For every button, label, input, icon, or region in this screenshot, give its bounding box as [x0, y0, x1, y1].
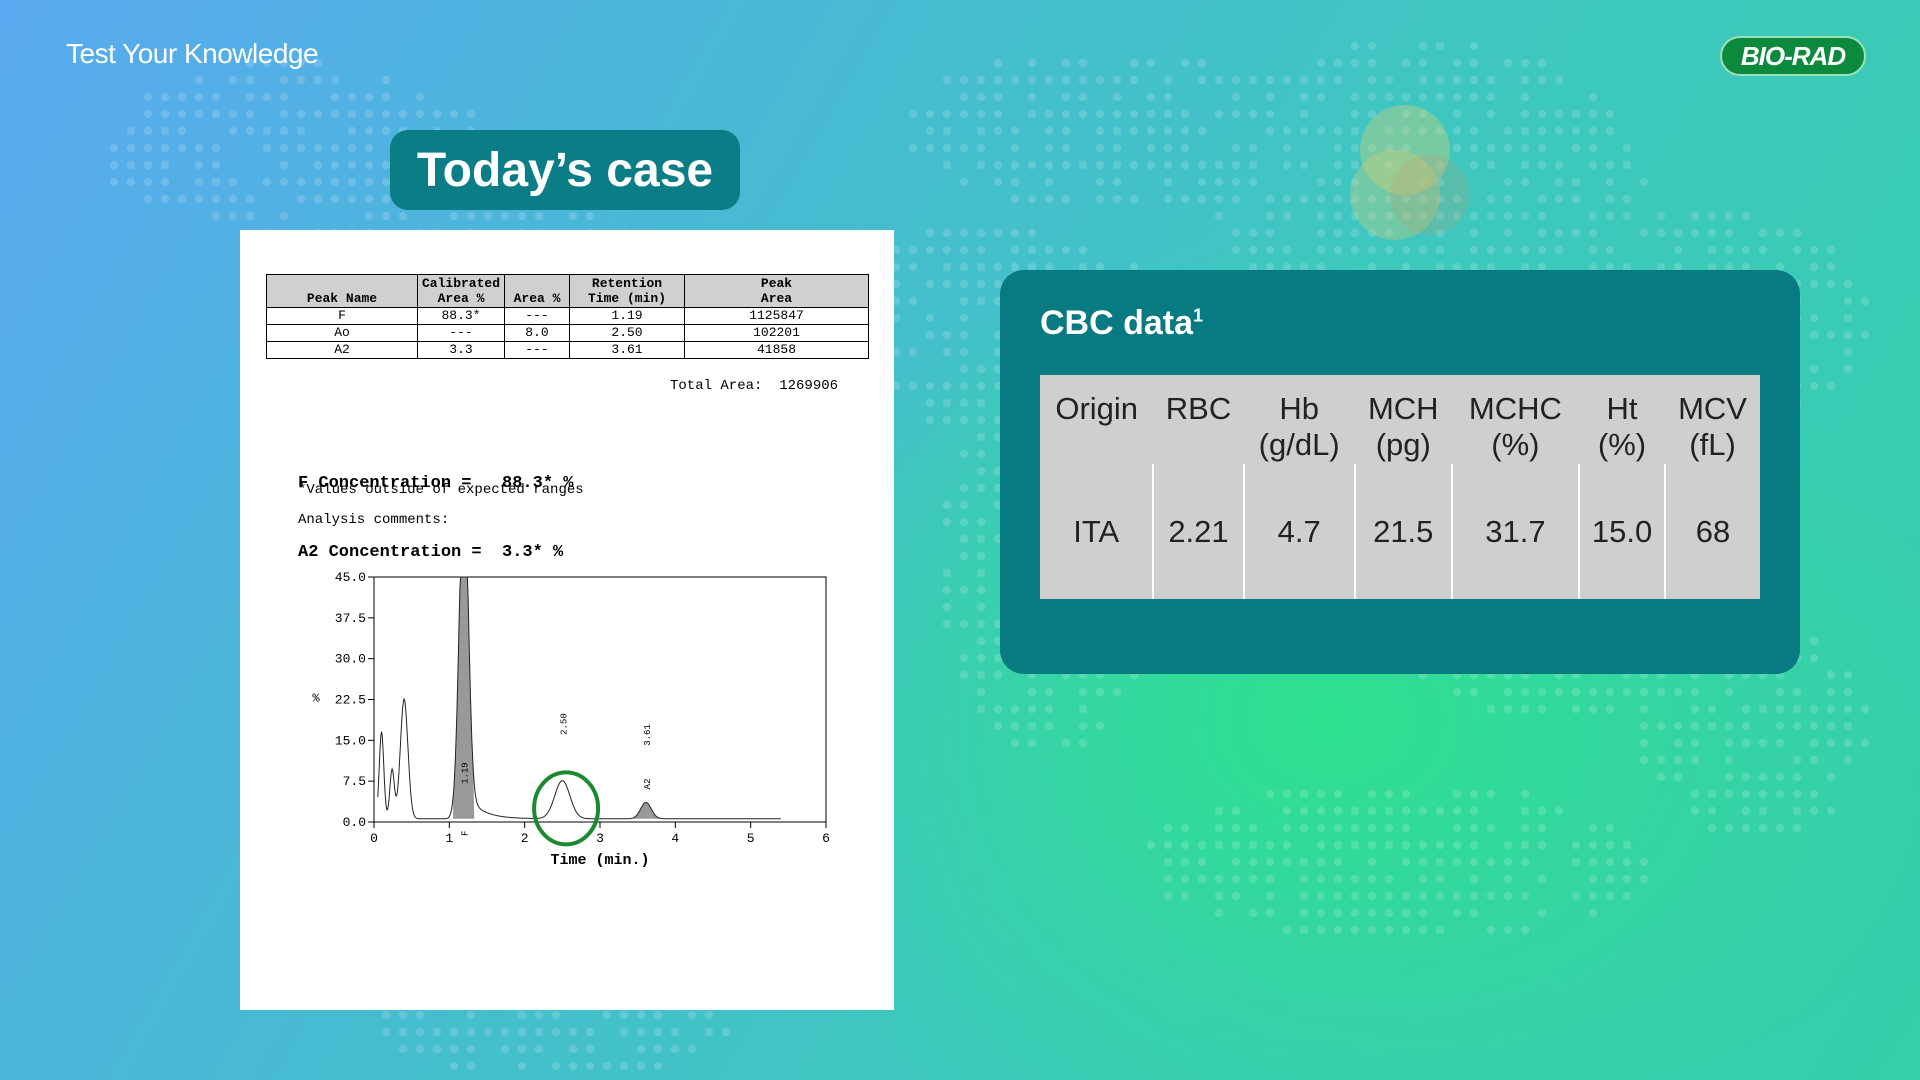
y-axis-label: %	[312, 692, 320, 706]
cbc-value-origin: ITA	[1073, 513, 1120, 549]
cell: 1.19	[569, 307, 685, 325]
col-retention-time: Retention Time (min)	[569, 274, 685, 308]
x-tick-label: 2	[521, 831, 529, 846]
cbc-header-mchc: MCHC (%)	[1468, 391, 1562, 462]
cell: ---	[417, 324, 505, 342]
peak-table: Peak Name Calibrated Area % Area % Retent…	[266, 274, 869, 359]
table-row: A2 3.3 --- 3.61 41858	[266, 341, 869, 359]
y-tick-label: 0.0	[343, 815, 366, 830]
table-row: F 88.3* --- 1.19 1125847	[266, 307, 869, 325]
plot-area	[373, 576, 827, 823]
range-note: *Values outside of expected ranges	[298, 482, 584, 498]
cbc-header-mch: MCH (pg)	[1367, 391, 1439, 462]
cell: 3.3	[417, 341, 505, 359]
cbc-value-ht: 15.0	[1577, 464, 1666, 599]
y-tick-label: 15.0	[335, 733, 366, 748]
cbc-header-hb: Hb (g/dL)	[1258, 391, 1340, 462]
col-peak-name: Peak Name	[266, 274, 418, 308]
cbc-value-rbc: 2.21	[1152, 464, 1244, 599]
cbc-value-mchc: 31.7	[1450, 464, 1579, 599]
col-calibrated-area: Calibrated Area %	[417, 274, 505, 308]
y-tick-label: 30.0	[335, 652, 366, 667]
col-area: Area %	[504, 274, 570, 308]
x-axis-label: Time (min.)	[550, 852, 649, 869]
cbc-header-ht: Ht (%)	[1597, 391, 1647, 462]
cbc-header-row: Origin RBC Hb (g/dL) MCH (pg) MCHC (%) Ht (%…	[1040, 375, 1760, 464]
decor-circle	[1390, 155, 1470, 235]
y-tick-label: 22.5	[335, 693, 366, 708]
cell: 8.0	[504, 324, 570, 342]
peak-table-header: Peak Name Calibrated Area % Area % Retent…	[266, 274, 869, 308]
analysis-comments-label: Analysis comments:	[298, 512, 450, 528]
x-tick-label: 1	[445, 831, 453, 846]
cbc-header-rbc: RBC	[1165, 391, 1232, 426]
cell: A2	[266, 341, 418, 359]
cell: 1125847	[684, 307, 869, 325]
a2-concentration: A2 Concentration = 3.3* %	[298, 543, 564, 562]
highlight-circle	[532, 770, 601, 847]
case-title: Today’s case	[390, 130, 740, 210]
peak-time-label: 3.61	[643, 724, 653, 746]
cbc-table: Origin RBC Hb (g/dL) MCH (pg) MCHC (%) Ht (%…	[1040, 375, 1760, 599]
f-concentration: F Concentration = 88.3* %	[298, 474, 574, 493]
cell: F	[266, 307, 418, 325]
cell: 2.50	[569, 324, 685, 342]
cell: Ao	[266, 324, 418, 342]
signal-trace	[377, 576, 781, 820]
cbc-value-hb: 4.7	[1242, 464, 1355, 599]
y-tick-label: 37.5	[335, 611, 366, 626]
cbc-value-mcv: 68	[1664, 464, 1760, 599]
decor-circle	[1350, 150, 1440, 240]
cell: 88.3*	[417, 307, 505, 325]
y-tick-label: 45.0	[335, 570, 366, 585]
y-tick-label: 7.5	[343, 774, 366, 789]
x-tick-label: 5	[747, 831, 755, 846]
peak-name-label: A2	[643, 779, 653, 790]
peak-time-label: 1.19	[461, 762, 471, 784]
chromatogram-chart: 0 1 2 3 4 5 6 0.0 7.5 15.0 22.5 30.0 37.5 45.0 Time (m…	[312, 570, 830, 869]
footnote-marker: 1	[1193, 305, 1204, 326]
decor-circle	[1360, 105, 1450, 195]
cbc-value-row: ITA 2.21 4.7 21.5 31.7 15.0 68	[1040, 464, 1760, 599]
hplc-report: Peak Name Calibrated Area % Area % Retent…	[240, 230, 894, 1010]
cell: 41858	[684, 341, 869, 359]
bio-rad-logo: BIO-RAD	[1720, 36, 1866, 76]
cell: ---	[504, 341, 570, 359]
x-tick-label: 3	[596, 831, 604, 846]
peak-name-label: F	[461, 831, 471, 836]
peak-time-label: 2.50	[559, 713, 569, 735]
cell: 3.61	[569, 341, 685, 359]
peak-fill-a2	[633, 802, 661, 819]
x-tick-label: 0	[370, 831, 378, 846]
cbc-header-mcv: MCV (fL)	[1678, 391, 1747, 462]
cbc-card: CBC data1 Origin RBC Hb (g/dL) MCH (pg) MC…	[1000, 270, 1800, 674]
cbc-title: CBC data1	[1040, 304, 1204, 342]
cbc-header-origin: Origin	[1055, 391, 1139, 426]
total-area: Total Area: 1269906	[670, 378, 839, 394]
x-tick-label: 6	[822, 831, 830, 846]
cell: ---	[504, 307, 570, 325]
concentrations: F Concentration = 88.3* % A2 Concentrati…	[298, 426, 573, 610]
cbc-value-mch: 21.5	[1353, 464, 1452, 599]
table-row: Ao --- 8.0 2.50 102201	[266, 324, 869, 342]
cell: 102201	[684, 324, 869, 342]
x-tick-label: 4	[671, 831, 679, 846]
section-title: Test Your Knowledge	[66, 38, 319, 69]
col-peak-area: Peak Area	[684, 274, 869, 308]
